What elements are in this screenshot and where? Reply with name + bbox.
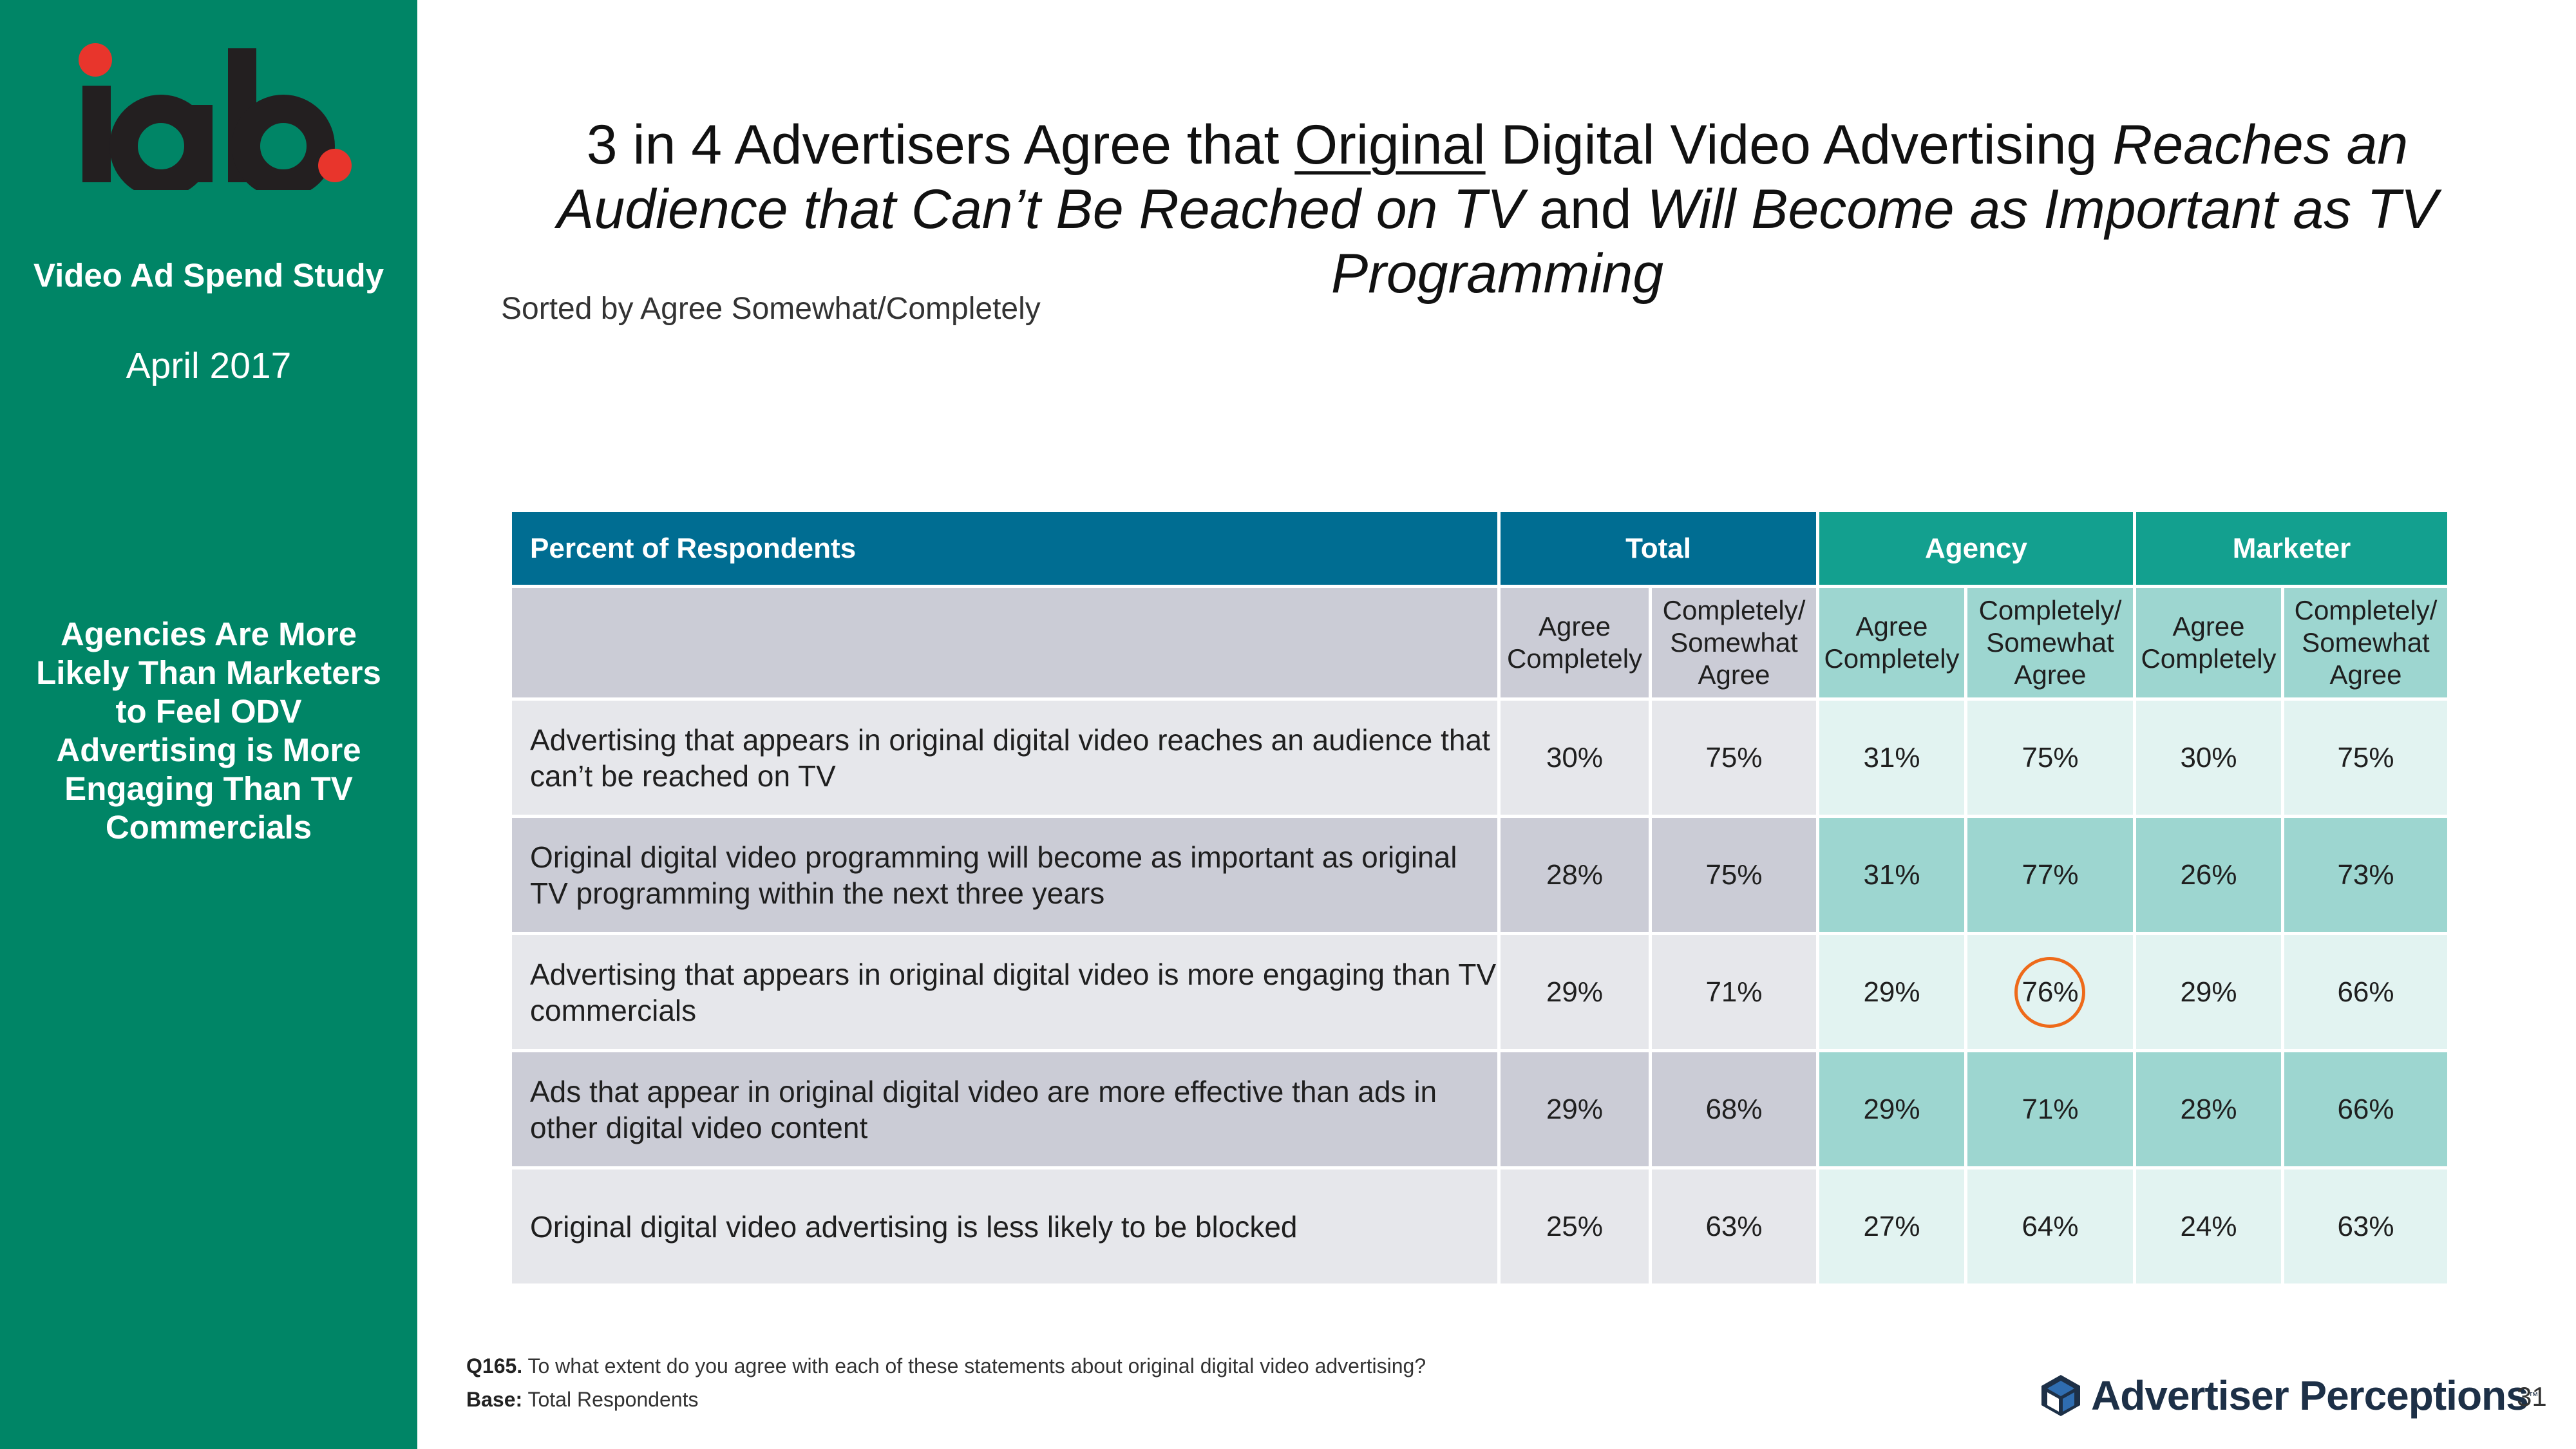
subheader-agency-somewhat: Completely/ Somewhat Agree xyxy=(1967,588,2136,701)
value-cell: 75% xyxy=(1967,701,2136,818)
study-date: April 2017 xyxy=(126,345,292,386)
header-total: Total xyxy=(1501,512,1819,588)
value-cell: 26% xyxy=(2136,818,2284,935)
title-part-3: and xyxy=(1524,178,1647,240)
value-cell: 25% xyxy=(1501,1170,1652,1287)
value-cell: 29% xyxy=(1819,1052,1967,1170)
title-italic-1: Reaches an Audience that Can’t Be Reache… xyxy=(557,114,2409,240)
subheader-marketer-agree: Agree Completely xyxy=(2136,588,2284,701)
row-statement: Advertising that appears in original dig… xyxy=(512,935,1501,1052)
value-cell: 30% xyxy=(2136,701,2284,818)
value-cell: 24% xyxy=(2136,1170,2284,1287)
sidebar: Video Ad Spend Study April 2017 Agencies… xyxy=(0,0,417,1449)
title-underlined: Original xyxy=(1294,114,1486,176)
table-row: Ads that appear in original digital vide… xyxy=(512,1052,2447,1170)
value-cell: 28% xyxy=(2136,1052,2284,1170)
row-statement: Original digital video advertising is le… xyxy=(512,1170,1501,1287)
value-cell: 66% xyxy=(2284,1052,2447,1170)
base-label: Base: xyxy=(466,1388,523,1411)
title-part-1: 3 in 4 Advertisers Agree that xyxy=(586,114,1295,176)
header-label: Percent of Respondents xyxy=(512,512,1501,588)
subheader-total-agree: Agree Completely xyxy=(1501,588,1652,701)
subheader-agency-agree: Agree Completely xyxy=(1819,588,1967,701)
header-marketer: Marketer xyxy=(2136,512,2447,588)
value-cell: 73% xyxy=(2284,818,2447,935)
value-cell: 29% xyxy=(1501,935,1652,1052)
header-agency: Agency xyxy=(1819,512,2136,588)
value-cell: 28% xyxy=(1501,818,1652,935)
value-cell: 75% xyxy=(2284,701,2447,818)
sidebar-callout: Agencies Are More Likely Than Marketers … xyxy=(36,616,381,846)
row-statement: Original digital video programming will … xyxy=(512,818,1501,935)
circled-value: 76% xyxy=(2022,976,2079,1008)
footnote: Q165. To what extent do you agree with e… xyxy=(466,1349,1426,1416)
brand-name: Advertiser Perceptions xyxy=(2091,1372,2529,1419)
highlighted-value-cell: 76% xyxy=(1967,935,2136,1052)
value-cell: 71% xyxy=(1967,1052,2136,1170)
value-cell: 29% xyxy=(1501,1052,1652,1170)
base-text: Total Respondents xyxy=(527,1388,699,1411)
subheader-total-somewhat: Completely/ Somewhat Agree xyxy=(1652,588,1819,701)
row-statement: Advertising that appears in original dig… xyxy=(512,701,1501,818)
page-title: 3 in 4 Advertisers Agree that Original D… xyxy=(535,113,2460,306)
table-row: Original digital video advertising is le… xyxy=(512,1170,2447,1287)
value-cell: 66% xyxy=(2284,935,2447,1052)
study-name: Video Ad Spend Study xyxy=(33,257,384,294)
title-part-2: Digital Video Advertising xyxy=(1485,114,2113,176)
value-cell: 31% xyxy=(1819,701,1967,818)
table-row: Advertising that appears in original dig… xyxy=(512,701,2447,818)
brand-trademark: ™ xyxy=(2528,1391,2539,1402)
question-text: To what extent do you agree with each of… xyxy=(527,1354,1426,1378)
value-cell: 31% xyxy=(1819,818,1967,935)
subtitle: Sorted by Agree Somewhat/Completely xyxy=(501,292,1041,326)
value-cell: 64% xyxy=(1967,1170,2136,1287)
value-cell: 27% xyxy=(1819,1170,1967,1287)
table-row: Advertising that appears in original dig… xyxy=(512,935,2447,1052)
value-cell: 63% xyxy=(1652,1170,1819,1287)
value-cell: 71% xyxy=(1652,935,1819,1052)
value-cell: 75% xyxy=(1652,818,1819,935)
survey-table: Percent of Respondents Total Agency Mark… xyxy=(512,512,2447,1287)
question-label: Q165. xyxy=(466,1354,523,1378)
iab-logo xyxy=(79,43,352,190)
base-line: Base: Total Respondents xyxy=(466,1383,1426,1416)
question-line: Q165. To what extent do you agree with e… xyxy=(466,1349,1426,1383)
subheader-marketer-somewhat: Completely/ Somewhat Agree xyxy=(2284,588,2447,701)
row-statement: Ads that appear in original digital vide… xyxy=(512,1052,1501,1170)
value-cell: 30% xyxy=(1501,701,1652,818)
page-number: 31 xyxy=(2517,1381,2547,1412)
table-header-row: Percent of Respondents Total Agency Mark… xyxy=(512,512,2447,588)
title-italic-2: Will Become as Important as TV Programmi… xyxy=(1331,178,2438,305)
value-cell: 63% xyxy=(2284,1170,2447,1287)
value-cell: 29% xyxy=(1819,935,1967,1052)
subheader-empty xyxy=(512,588,1501,701)
value-cell: 68% xyxy=(1652,1052,1819,1170)
cube-icon xyxy=(2041,1375,2080,1416)
value-cell: 75% xyxy=(1652,701,1819,818)
advertiser-perceptions-logo: Advertiser Perceptions ™ xyxy=(2038,1372,2539,1419)
table-subheader-row: Agree Completely Completely/ Somewhat Ag… xyxy=(512,588,2447,701)
table-row: Original digital video programming will … xyxy=(512,818,2447,935)
value-cell: 77% xyxy=(1967,818,2136,935)
value-cell: 29% xyxy=(2136,935,2284,1052)
